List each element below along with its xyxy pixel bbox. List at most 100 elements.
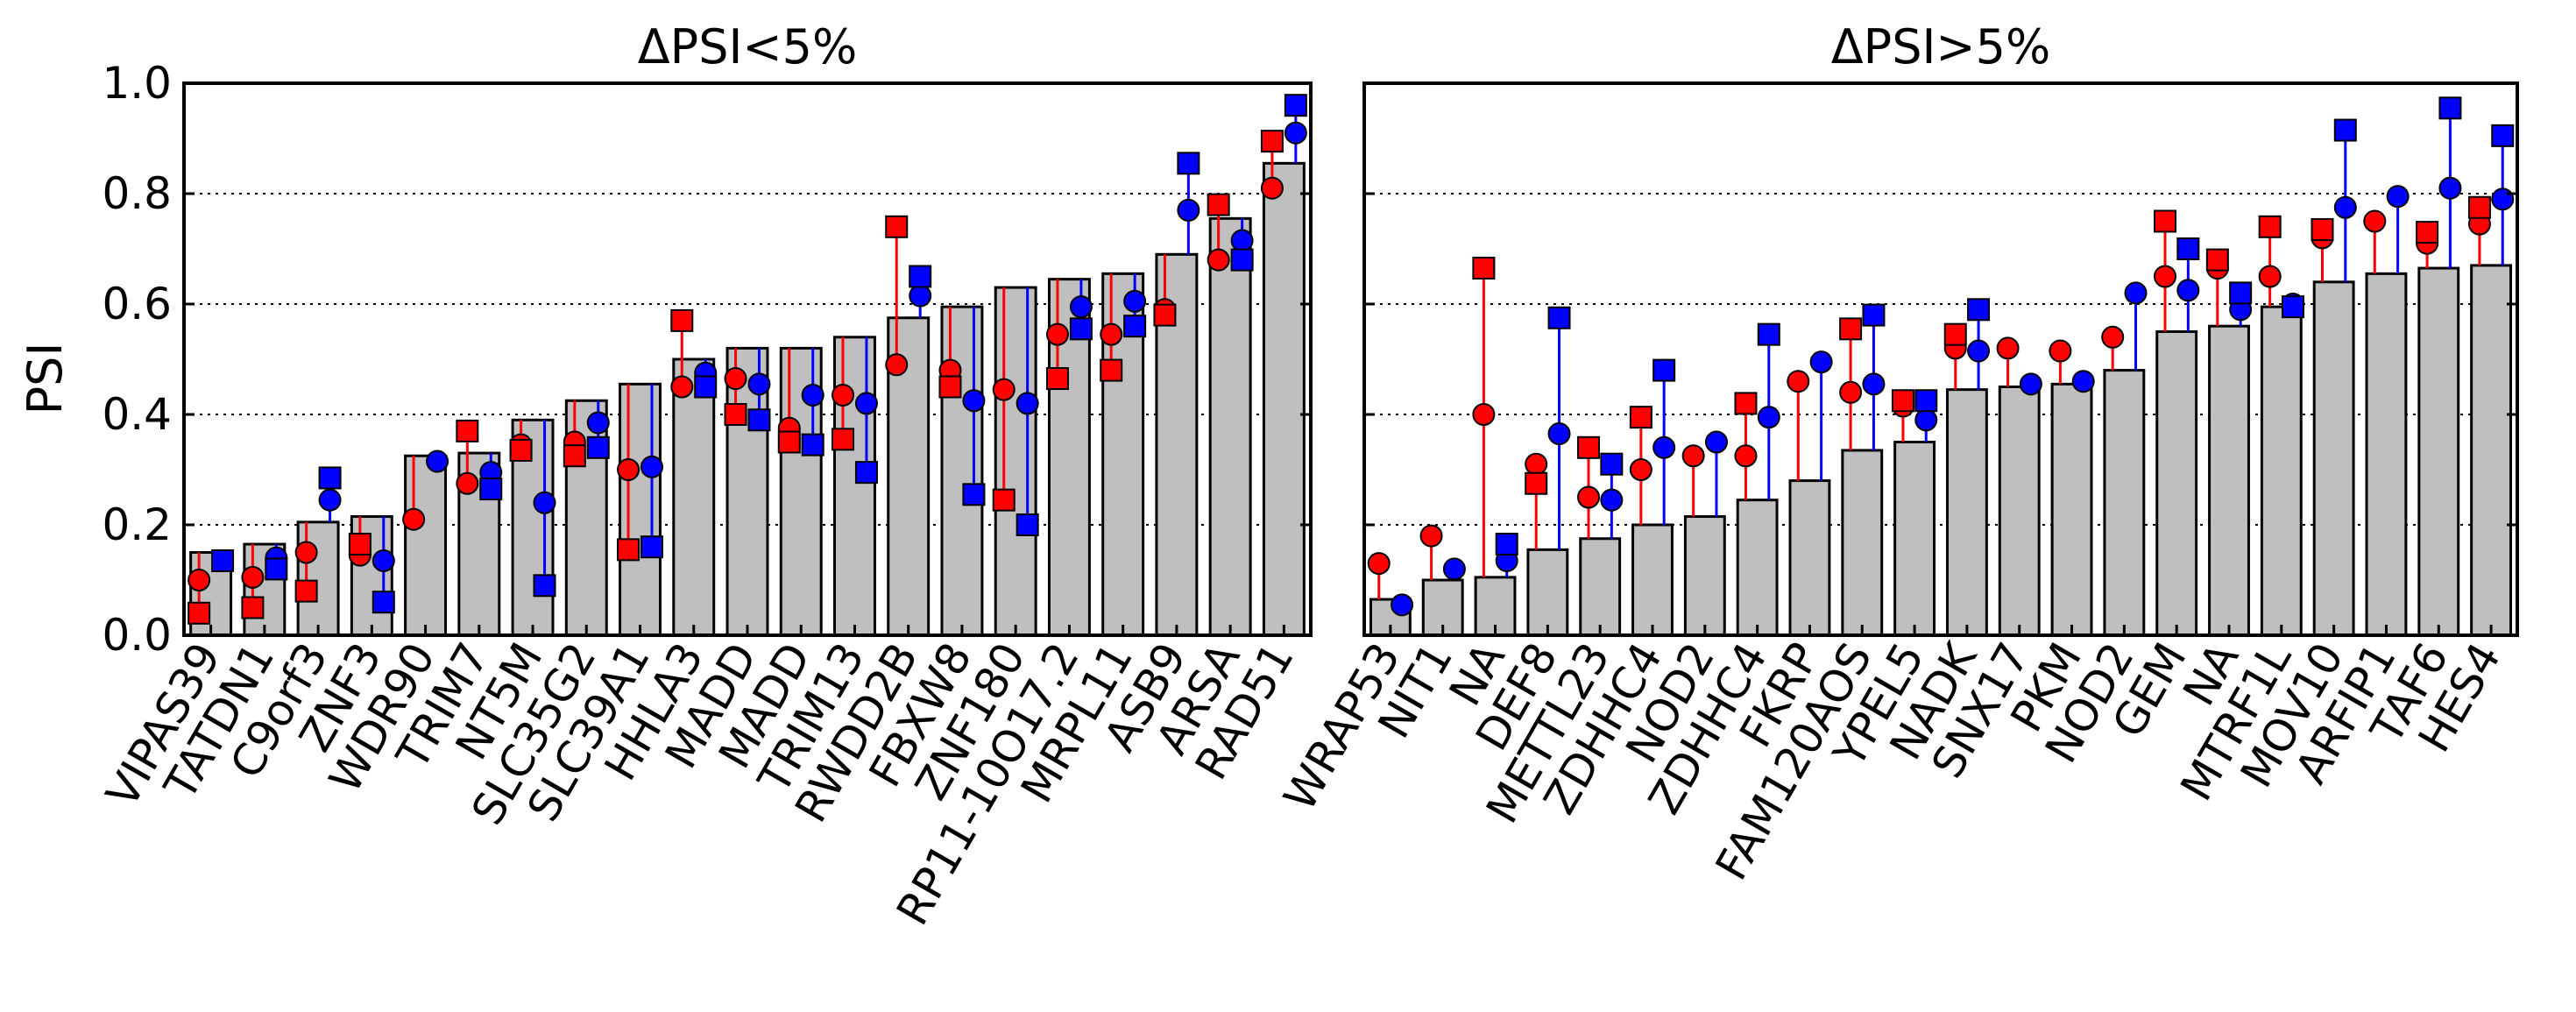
bar — [1683, 515, 1726, 637]
blue-circle-marker — [1177, 198, 1200, 222]
panel-title: ΔPSI>5% — [1831, 19, 2051, 74]
blue-square-marker — [318, 466, 342, 490]
red-square-marker — [1629, 406, 1652, 429]
blue-square-marker — [479, 478, 503, 501]
blue-circle-marker — [318, 488, 342, 512]
red-square-marker — [992, 488, 1016, 512]
blue-square-marker — [1652, 358, 1676, 382]
blue-circle-marker — [2491, 188, 2515, 211]
blue-square-marker — [2281, 295, 2304, 319]
red-square-marker — [456, 419, 479, 442]
red-square-marker — [294, 579, 318, 603]
bar — [2417, 266, 2460, 637]
red-circle-marker — [1100, 322, 1123, 346]
blue-circle-marker — [1862, 372, 1886, 396]
red-circle-marker — [1260, 176, 1284, 200]
blue-circle-marker — [1230, 229, 1254, 252]
bar — [404, 454, 448, 637]
blue-circle-marker — [801, 383, 824, 407]
red-circle-marker — [2363, 209, 2387, 233]
red-circle-marker — [2049, 339, 2072, 363]
blue-square-marker — [2438, 96, 2462, 120]
blue-square-marker — [1284, 94, 1307, 117]
blue-square-marker — [533, 574, 556, 598]
blue-circle-marker — [2019, 372, 2042, 396]
bar — [1736, 499, 1779, 637]
blue-circle-marker — [2438, 176, 2462, 200]
red-circle-marker — [294, 541, 318, 564]
bar — [672, 357, 716, 637]
bar — [2208, 324, 2250, 637]
red-square-marker — [670, 308, 694, 332]
bar — [2260, 305, 2303, 637]
blue-square-marker — [1177, 152, 1200, 175]
red-circle-marker — [670, 375, 694, 399]
bar — [1788, 479, 1831, 637]
blue-circle-marker — [1757, 406, 1780, 429]
bar — [1998, 386, 2041, 637]
blue-square-marker — [1069, 317, 1093, 341]
blue-circle-marker — [1547, 422, 1571, 446]
bar — [833, 336, 876, 637]
blue-circle-marker — [2333, 195, 2357, 219]
red-circle-marker — [724, 367, 747, 391]
red-circle-marker — [1787, 370, 1810, 393]
bar — [2470, 264, 2513, 637]
y-tick-label: 0.4 — [102, 389, 172, 440]
blue-circle-marker — [909, 284, 932, 308]
blue-circle-marker — [426, 449, 449, 473]
bar — [940, 305, 984, 637]
red-square-marker — [617, 538, 640, 562]
blue-square-marker — [211, 548, 235, 572]
panel-left: 0.00.20.40.60.81.0VIPAS39TATDN1C9orf3ZNF… — [96, 19, 1313, 934]
blue-circle-marker — [2176, 279, 2200, 302]
bar — [2365, 272, 2408, 637]
blue-circle-marker — [2386, 185, 2410, 209]
blue-circle-marker — [1391, 593, 1414, 617]
red-circle-marker — [1045, 322, 1069, 346]
blue-square-marker — [1600, 452, 1624, 476]
bar — [2050, 382, 2093, 637]
red-square-marker — [188, 601, 211, 625]
red-square-marker — [1577, 435, 1601, 459]
blue-square-marker — [265, 557, 288, 581]
blue-circle-marker — [747, 372, 771, 396]
red-square-marker — [1207, 193, 1230, 216]
red-square-marker — [1891, 389, 1914, 413]
blue-circle-marker — [533, 491, 556, 514]
red-square-marker — [1472, 257, 1496, 280]
red-square-marker — [1734, 392, 1758, 415]
blue-square-marker — [694, 375, 718, 399]
blue-square-marker — [801, 433, 824, 456]
blue-square-marker — [2333, 118, 2357, 142]
blue-circle-marker — [2071, 370, 2095, 393]
blue-circle-marker — [1914, 408, 1938, 432]
red-square-marker — [241, 596, 265, 619]
red-square-marker — [2154, 209, 2177, 233]
red-square-marker — [938, 375, 962, 399]
red-circle-marker — [992, 378, 1016, 401]
blue-circle-marker — [640, 455, 663, 478]
red-circle-marker — [1525, 452, 1548, 476]
blue-square-marker — [1495, 533, 1518, 556]
bar — [2155, 330, 2198, 637]
red-circle-marker — [1367, 552, 1391, 576]
bar — [1945, 388, 1988, 637]
blue-circle-marker — [1442, 557, 1466, 581]
bar — [1841, 449, 1884, 637]
bar — [1631, 523, 1674, 637]
red-square-marker — [1100, 358, 1123, 382]
blue-square-marker — [1757, 322, 1780, 346]
red-circle-marker — [1839, 380, 1863, 404]
y-tick-label: 1.0 — [102, 58, 172, 109]
red-square-marker — [1943, 322, 1967, 346]
blue-circle-marker — [854, 392, 878, 415]
red-circle-marker — [1734, 444, 1758, 468]
blue-square-marker — [1230, 248, 1254, 272]
blue-circle-marker — [1652, 435, 1676, 459]
red-circle-marker — [1472, 403, 1496, 426]
blue-square-marker — [640, 535, 663, 559]
blue-square-marker — [2176, 237, 2200, 260]
red-square-marker — [2205, 248, 2229, 272]
